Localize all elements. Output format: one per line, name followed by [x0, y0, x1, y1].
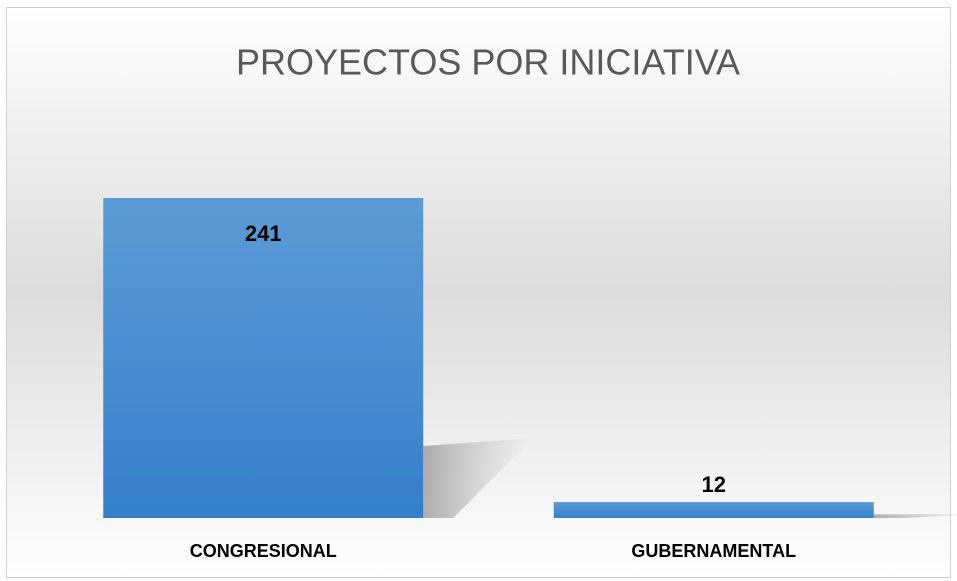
x-tick-label: GUBERNAMENTAL [631, 541, 796, 561]
bar-shadow [423, 438, 534, 518]
chart-title: PROYECTOS POR INICIATIVA [236, 42, 740, 83]
bar [103, 198, 424, 518]
bar-shadow [873, 514, 957, 518]
data-label: 241 [245, 221, 282, 246]
x-tick-label: CONGRESIONAL [190, 541, 337, 561]
bar [553, 502, 874, 518]
data-label: 12 [702, 472, 726, 497]
